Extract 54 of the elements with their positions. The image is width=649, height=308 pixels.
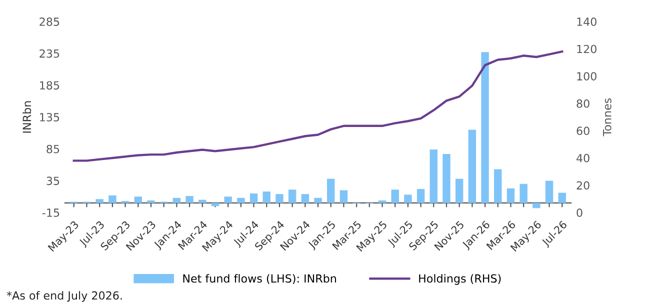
bar — [442, 154, 450, 203]
y-axis-title: INRbn — [22, 101, 32, 133]
bar — [288, 190, 296, 203]
y2-tick-label: 0 — [576, 208, 582, 217]
y-tick-label: 135 — [40, 113, 60, 122]
bar — [558, 192, 566, 203]
y2-tick-label: 120 — [577, 44, 596, 54]
bar — [416, 188, 425, 203]
bar — [340, 190, 348, 203]
bar — [520, 184, 528, 203]
y-tick-label: 185 — [40, 81, 60, 90]
bar — [96, 199, 104, 203]
y-tick-label: 235 — [40, 49, 60, 58]
y-tick-label: 35 — [46, 176, 60, 186]
bar — [494, 169, 502, 203]
y2-tick-label: 40 — [576, 154, 590, 162]
y-tick-label: -15 — [42, 208, 60, 217]
bar — [172, 198, 181, 203]
bar — [506, 188, 515, 203]
bar — [378, 200, 386, 203]
bar — [224, 196, 232, 203]
y2-tick-label: 100 — [577, 72, 596, 80]
bar — [404, 194, 412, 203]
bar — [327, 178, 335, 203]
y2-tick-label: 80 — [576, 99, 590, 108]
bar — [198, 200, 206, 203]
bar — [532, 202, 540, 208]
legend-label: Holdings (RHS) — [419, 274, 501, 285]
bar — [301, 194, 310, 203]
bar — [545, 180, 554, 203]
bar — [391, 190, 399, 203]
bar — [250, 193, 258, 203]
line-series — [72, 50, 564, 162]
bar — [108, 195, 116, 203]
bar — [276, 194, 284, 203]
y2-tick-label: 140 — [577, 18, 596, 26]
bar — [468, 130, 476, 203]
y2-axis-title: Tonnes — [603, 98, 612, 136]
bar — [147, 200, 155, 203]
y-tick-label: 85 — [46, 144, 60, 154]
bar — [186, 196, 194, 203]
y2-tick-label: 60 — [576, 126, 590, 136]
bar — [430, 150, 438, 203]
bar — [455, 178, 464, 203]
bar — [211, 202, 220, 206]
text: *As of end July 2026. — [6, 291, 122, 302]
bar — [237, 198, 245, 203]
y2-tick-label: 20 — [576, 181, 590, 190]
bar — [314, 198, 322, 203]
legend-label: Net fund flows (LHS): INRbn — [183, 274, 336, 284]
bar — [262, 192, 270, 203]
bar — [481, 52, 489, 203]
bar — [134, 196, 142, 203]
y-tick-label: 285 — [40, 18, 60, 26]
